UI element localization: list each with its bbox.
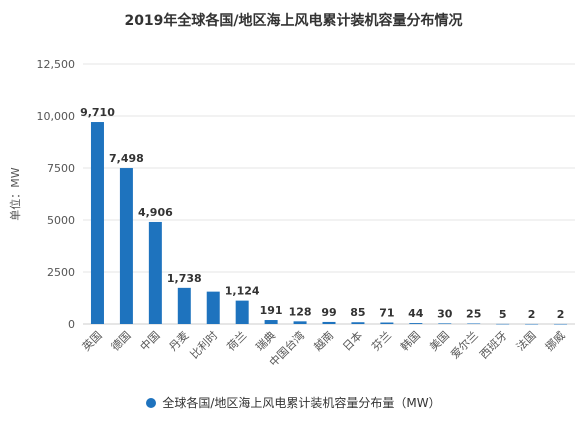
bar <box>177 287 191 324</box>
x-tick-label: 瑞典 <box>253 328 278 353</box>
x-tick-label: 法国 <box>513 328 538 353</box>
y-tick-label: 0 <box>68 318 75 331</box>
bar <box>206 291 220 324</box>
bar <box>119 168 133 324</box>
x-tick-label: 芬兰 <box>369 329 394 354</box>
legend-label: 全球各国/地区海上风电累计装机容量分布量（MW） <box>162 396 441 410</box>
y-tick-label: 7500 <box>47 162 75 175</box>
x-tick-label: 荷兰 <box>225 329 250 354</box>
y-tick-label: 2500 <box>47 266 75 279</box>
y-tick-label: 10,000 <box>37 110 76 123</box>
bar <box>322 321 336 324</box>
x-tick-label: 挪威 <box>542 328 567 353</box>
y-axis-label: 单位：MW <box>8 167 22 220</box>
x-tick-label: 英国 <box>79 328 104 353</box>
x-tick-label: 丹麦 <box>167 329 192 354</box>
data-label: 1,124 <box>225 285 260 298</box>
data-label: 4,906 <box>138 206 173 219</box>
data-label: 30 <box>437 307 453 320</box>
data-label: 85 <box>350 306 365 319</box>
x-tick-label: 美国 <box>427 329 452 354</box>
bar <box>409 323 423 324</box>
x-tick-label: 德国 <box>108 328 133 353</box>
data-label: 9,710 <box>80 106 115 119</box>
x-tick-label: 比利时 <box>188 329 221 362</box>
data-label: 2 <box>528 308 536 321</box>
data-label: 71 <box>379 307 394 320</box>
data-label: 1,738 <box>167 272 202 285</box>
bar <box>264 320 278 324</box>
bar <box>525 323 539 325</box>
data-label: 2 <box>557 308 565 321</box>
x-tick-label: 西班牙 <box>477 329 510 362</box>
bar <box>467 323 481 324</box>
bar <box>554 323 568 325</box>
x-tick-label: 爱尔兰 <box>448 329 481 362</box>
y-tick-label: 12,500 <box>37 58 76 71</box>
data-label: 7,498 <box>109 152 144 165</box>
bar <box>235 300 249 324</box>
data-label: 5 <box>499 308 507 321</box>
y-tick-label: 5000 <box>47 214 75 227</box>
legend[interactable]: 全球各国/地区海上风电累计装机容量分布量（MW） <box>0 394 587 411</box>
chart-title: 2019年全球各国/地区海上风电累计装机容量分布情况 <box>124 13 463 29</box>
bar <box>496 323 510 325</box>
data-label: 44 <box>408 307 424 320</box>
bar <box>351 322 365 324</box>
data-label: 99 <box>321 306 336 319</box>
x-tick-label: 中国 <box>138 329 163 354</box>
x-tick-label: 越南 <box>311 328 336 353</box>
bar <box>293 321 307 324</box>
data-label: 191 <box>260 304 283 317</box>
bar <box>148 221 162 324</box>
data-label: 25 <box>466 307 481 320</box>
bar <box>380 322 394 324</box>
x-tick-label: 日本 <box>340 328 365 353</box>
bar <box>438 323 452 324</box>
legend-swatch <box>146 398 157 408</box>
x-tick-label: 韩国 <box>397 328 422 353</box>
data-label: 128 <box>289 305 312 318</box>
bar <box>90 122 104 324</box>
